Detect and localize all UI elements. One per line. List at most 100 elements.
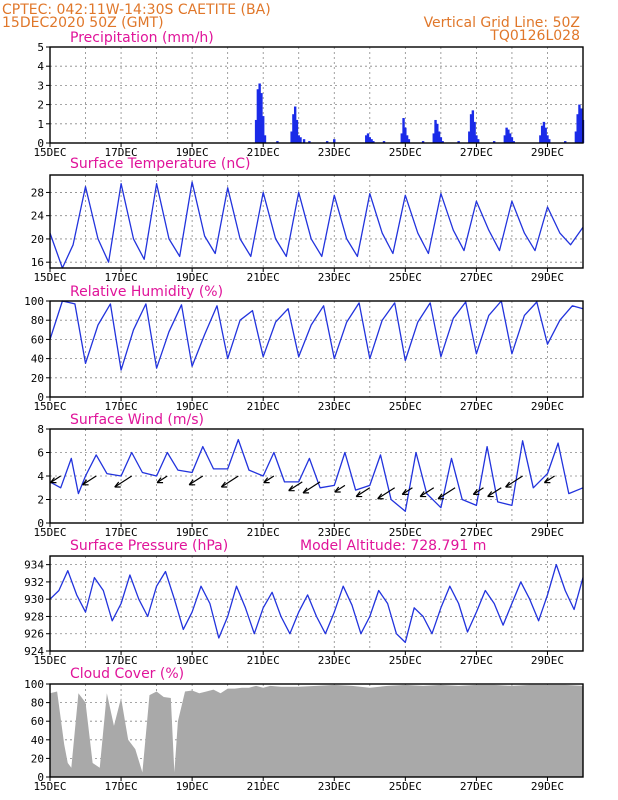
wind-arrow-head [49, 477, 57, 484]
wind-arrow-head [437, 493, 445, 500]
x-tick-label: 29DEC [531, 780, 564, 793]
x-tick-label: 29DEC [531, 400, 564, 413]
y-tick-label: 8 [37, 423, 44, 436]
panel-title: Precipitation (mm/h) [70, 30, 214, 46]
x-tick-label: 19DEC [176, 654, 209, 667]
precip-bar [254, 119, 258, 143]
wind-arrow-shaft [377, 487, 395, 500]
precip-bar [402, 118, 405, 143]
x-tick-label: 25DEC [389, 780, 422, 793]
x-tick-label: 15DEC [33, 400, 66, 413]
panel-title: Surface Temperature (nC) [70, 156, 251, 172]
x-tick-label: 19DEC [176, 526, 209, 539]
precip-bar [372, 141, 375, 143]
x-tick-label: 15DEC [33, 654, 66, 667]
cloud-cover-area [50, 684, 583, 777]
x-tick-label: 23DEC [318, 146, 351, 159]
x-tick-label: 15DEC [33, 146, 66, 159]
x-tick-label: 27DEC [460, 400, 493, 413]
wind-arrow-shaft [472, 487, 484, 495]
wind-arrow-shaft [544, 475, 555, 484]
wind-arrow-head [377, 493, 384, 500]
wind-arrow-shaft [487, 487, 502, 498]
x-tick-label: 23DEC [318, 780, 351, 793]
y-tick-label: 2 [37, 99, 44, 112]
y-tick-label: 926 [24, 628, 44, 641]
y-tick-label: 4 [37, 60, 44, 73]
panel-frame [49, 300, 584, 398]
y-tick-label: 932 [24, 576, 44, 589]
x-tick-label: 27DEC [460, 526, 493, 539]
precip-bar [421, 141, 425, 143]
x-tick-label: 21DEC [247, 400, 280, 413]
precip-bar [476, 139, 480, 143]
panel-title: Surface Pressure (hPa) [70, 538, 228, 554]
precip-bar [539, 135, 542, 143]
precip-bar [432, 133, 435, 143]
header-grid-line: Vertical Grid Line: 50Z [424, 15, 580, 31]
x-tick-label: 15DEC [33, 526, 66, 539]
precip-bar [258, 83, 261, 143]
panel-title: Relative Humidity (%) [70, 284, 223, 300]
x-tick-label: 23DEC [318, 654, 351, 667]
x-tick-label: 21DEC [247, 271, 280, 284]
y-tick-label: 934 [24, 559, 44, 572]
precip-bar [382, 141, 386, 143]
panel-frame [49, 683, 584, 778]
precip-bar [293, 106, 297, 143]
panel-temperature: 16 20 24 28 15DEC 17DEC 19DEC 21DEC 23DEC 25DEC 27… [31, 156, 584, 284]
wind-arrow-head [263, 477, 270, 484]
panel-pressure: 924 926 928 930 932 934 15DEC 17DEC 19DEC 21DEC 23… [24, 538, 584, 667]
y-tick-label: 24 [31, 210, 45, 223]
precip-bar [366, 133, 370, 143]
precip-bar [471, 110, 475, 143]
precip-bar [473, 121, 476, 143]
x-tick-label: 23DEC [318, 400, 351, 413]
x-tick-label: 29DEC [531, 271, 564, 284]
precip-bar [507, 129, 510, 143]
wind-arrow-shaft [437, 487, 456, 500]
x-tick-label: 27DEC [460, 271, 493, 284]
y-tick-label: 40 [31, 734, 44, 747]
precip-bar [546, 135, 549, 143]
y-tick-label: 40 [31, 353, 44, 366]
wind-arrow-head [220, 481, 228, 488]
precip-bar [405, 135, 409, 143]
precip-bar [299, 137, 302, 143]
precip-bar [574, 131, 578, 143]
x-tick-label: 17DEC [105, 780, 138, 793]
wind-arrow-shaft [221, 475, 239, 488]
x-tick-label: 17DEC [105, 146, 138, 159]
wind-line [49, 438, 584, 512]
y-tick-label: 80 [31, 314, 44, 327]
y-tick-label: 20 [31, 233, 44, 246]
wind-arrow-shaft [288, 481, 303, 492]
header-model-code: TQ0126L028 [489, 28, 580, 44]
wind-arrow-head [334, 486, 341, 493]
wind-arrow-shaft [334, 484, 346, 493]
panel-frame [49, 46, 584, 144]
precip-bar [510, 137, 514, 143]
y-tick-label: 930 [24, 593, 44, 606]
x-tick-label: 23DEC [318, 271, 351, 284]
x-tick-label: 25DEC [389, 146, 422, 159]
precip-bar [297, 135, 300, 143]
y-tick-label: 5 [37, 41, 44, 54]
wind-arrow-shaft [156, 475, 168, 484]
precip-bar [434, 119, 437, 143]
x-tick-label: 17DEC [105, 271, 138, 284]
x-tick-label: 21DEC [247, 654, 280, 667]
x-tick-label: 27DEC [460, 146, 493, 159]
panel-humidity: 0 20 40 60 80 100 15DEC 17DEC 19DEC 21DEC 23DEC 25D… [24, 284, 584, 413]
y-tick-label: 924 [24, 645, 44, 658]
y-tick-label: 16 [31, 256, 44, 269]
precip-bar [302, 139, 306, 143]
precip-bar [260, 93, 263, 143]
x-tick-label: 25DEC [389, 654, 422, 667]
wind-arrow-head [472, 488, 480, 495]
precip-bar [256, 89, 260, 143]
wind-arrow-head [302, 487, 310, 494]
precip-bar [540, 125, 544, 143]
precip-bar [544, 127, 547, 143]
x-tick-label: 17DEC [105, 526, 138, 539]
